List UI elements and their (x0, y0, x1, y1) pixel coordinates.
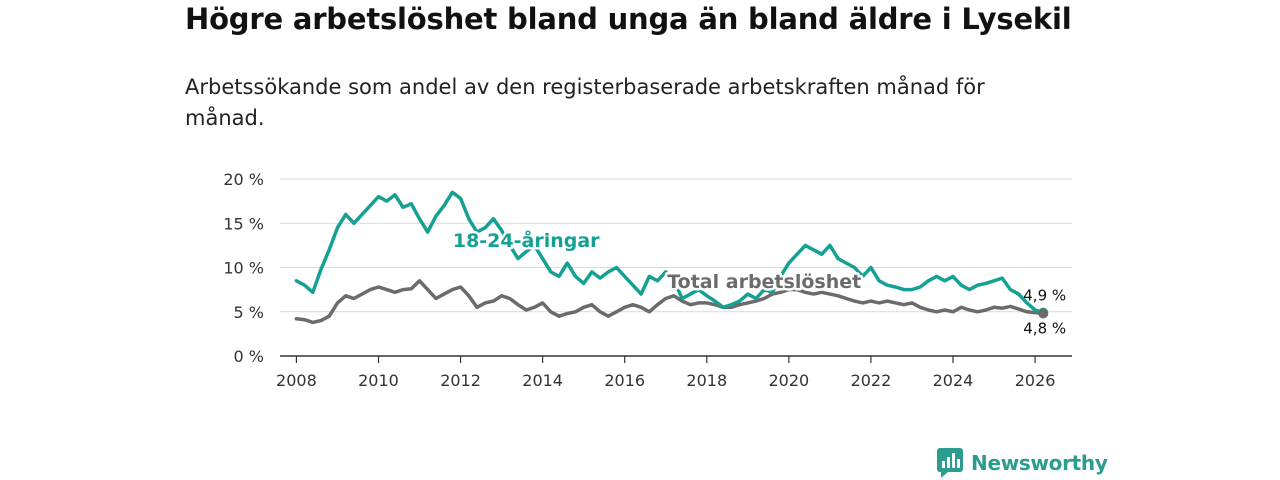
series-annotations: 18-24-åringar Total arbetslöshet (450, 226, 863, 296)
end-point-marker (1038, 308, 1049, 319)
x-tick-label: 2026 (1015, 371, 1056, 390)
y-tick-label: 5 % (234, 303, 264, 322)
y-tick-label: 10 % (223, 259, 264, 278)
x-tick-label: 2020 (768, 371, 809, 390)
end-value-labels: 4,9 % 4,8 % (1023, 287, 1066, 338)
series-annotation: Total arbetslöshet (667, 271, 861, 293)
x-axis-ticks: 2008 2010 2012 2014 2016 2018 2020 2022 2024 2026 (276, 356, 1055, 390)
logo-text: Newsworthy (971, 451, 1108, 475)
x-tick-label: 2008 (276, 371, 317, 390)
series-line (294, 190, 1046, 315)
series-lines (294, 190, 1049, 325)
y-tick-label: 15 % (223, 214, 264, 233)
series-annotation: 18-24-åringar (453, 228, 600, 252)
x-tick-label: 2022 (851, 371, 892, 390)
x-tick-label: 2014 (522, 371, 563, 390)
newsworthy-logo-icon (937, 448, 963, 478)
y-tick-label: 20 % (223, 170, 264, 189)
x-tick-label: 2010 (358, 371, 399, 390)
x-tick-label: 2012 (440, 371, 481, 390)
chart-subtitle: Arbetssökande som andel av den registerb… (185, 75, 985, 130)
y-tick-label: 0 % (234, 347, 264, 366)
line-chart: 0 %5 %10 %15 %20 % 2008 2010 2012 2014 2016 2… (223, 170, 1072, 390)
x-tick-label: 2016 (604, 371, 645, 390)
end-value-label: 4,9 % (1023, 287, 1066, 305)
y-axis-ticks: 0 % 5 % 10 % 15 % 20 % (223, 170, 264, 366)
series-line (294, 279, 1046, 325)
x-tick-label: 2024 (933, 371, 974, 390)
x-tick-label: 2018 (686, 371, 727, 390)
chart-title: Högre arbetslöshet bland unga än bland ä… (185, 2, 1072, 36)
newsworthy-logo: Newsworthy (937, 448, 1108, 478)
end-value-label: 4,8 % (1023, 320, 1066, 338)
